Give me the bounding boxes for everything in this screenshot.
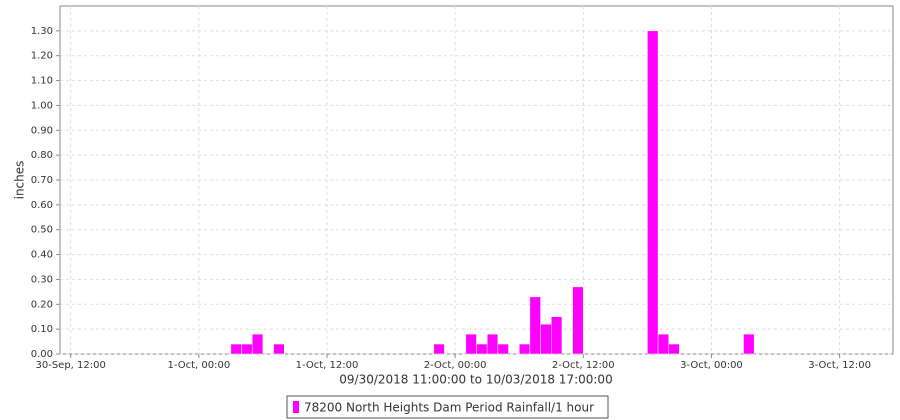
bar: [657, 333, 669, 355]
x-tick-label: 1-Oct, 12:00: [296, 360, 359, 371]
bar: [572, 286, 584, 355]
y-axis-label: inches: [13, 161, 27, 200]
bar: [486, 333, 499, 355]
bar: [465, 333, 477, 355]
bar: [241, 343, 253, 355]
x-tick-label: 2-Oct, 12:00: [552, 360, 615, 371]
y-tick-label: 0.20: [31, 299, 53, 310]
bar: [497, 343, 509, 355]
y-tick-label: 0.30: [31, 274, 53, 285]
legend-label: 78200 North Heights Dam Period Rainfall/…: [304, 401, 594, 415]
bar: [540, 323, 552, 355]
y-tick-label: 1.20: [31, 51, 53, 62]
y-tick-label: 0.10: [31, 324, 53, 335]
bar: [743, 333, 755, 355]
x-tick-label: 2-Oct, 00:00: [424, 360, 487, 371]
x-tick-label: 3-Oct, 12:00: [808, 360, 871, 371]
y-tick-label: 1.30: [31, 26, 53, 37]
x-axis-label: 09/30/2018 11:00:00 to 10/03/2018 17:00:…: [339, 373, 612, 387]
y-tick-label: 0.50: [31, 225, 53, 236]
bar: [230, 343, 242, 355]
legend-box: [286, 395, 609, 419]
y-tick-label: 0.40: [31, 250, 53, 261]
y-tick-label: 1.00: [31, 100, 53, 111]
y-tick-label: 0.90: [31, 125, 53, 136]
y-tick-label: 1.10: [31, 76, 53, 87]
y-tick-label: 0.60: [31, 200, 53, 211]
bar: [668, 343, 680, 355]
x-tick-label: 1-Oct, 00:00: [167, 360, 230, 371]
bar: [529, 296, 541, 355]
y-tick-label: 0.70: [31, 175, 53, 186]
y-tick-label: 0.00: [31, 349, 53, 360]
bar: [251, 333, 264, 355]
bar: [433, 343, 445, 355]
bar: [518, 343, 531, 355]
x-tick-label: 30-Sep, 12:00: [35, 360, 105, 371]
bar: [476, 343, 488, 355]
x-tick-label: 3-Oct, 00:00: [680, 360, 743, 371]
bar: [647, 30, 659, 355]
bar: [273, 343, 285, 355]
legend-swatch: [293, 401, 299, 413]
y-tick-label: 0.80: [31, 150, 53, 161]
bar: [551, 316, 563, 355]
